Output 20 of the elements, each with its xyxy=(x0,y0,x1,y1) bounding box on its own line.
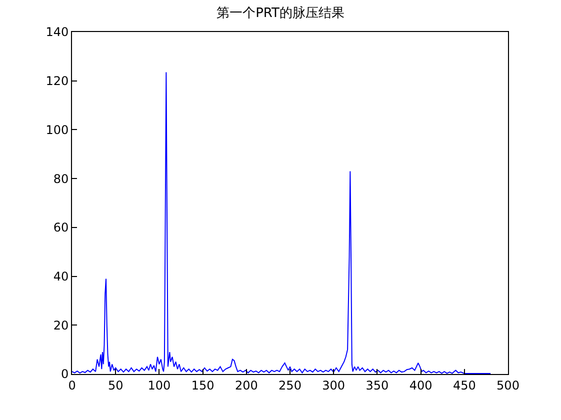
x-tick-label: 100 xyxy=(148,378,171,392)
x-tick-label: 200 xyxy=(234,378,258,392)
y-tick-label: 80 xyxy=(53,172,69,186)
y-tick-label: 60 xyxy=(53,220,69,235)
y-tick-label: 100 xyxy=(46,122,69,137)
y-tick-label: 120 xyxy=(46,74,69,88)
x-tick-label: 250 xyxy=(278,378,302,392)
x-tick-label: 50 xyxy=(108,378,124,392)
x-tick-label: 300 xyxy=(322,378,346,392)
y-tick-label: 20 xyxy=(53,318,69,332)
chart-title: 第一个PRT的脉压结果 xyxy=(216,6,344,22)
line-series xyxy=(72,72,492,374)
x-tick-label: 500 xyxy=(496,378,520,392)
x-tick-label: 400 xyxy=(409,378,432,392)
x-tick-label: 450 xyxy=(452,378,476,392)
x-tick-label: 350 xyxy=(366,378,389,392)
y-tick-label: 140 xyxy=(46,25,69,40)
y-tick-label: 40 xyxy=(53,269,69,284)
x-tick-label: 150 xyxy=(191,378,214,392)
y-tick-label: 0 xyxy=(60,367,69,382)
